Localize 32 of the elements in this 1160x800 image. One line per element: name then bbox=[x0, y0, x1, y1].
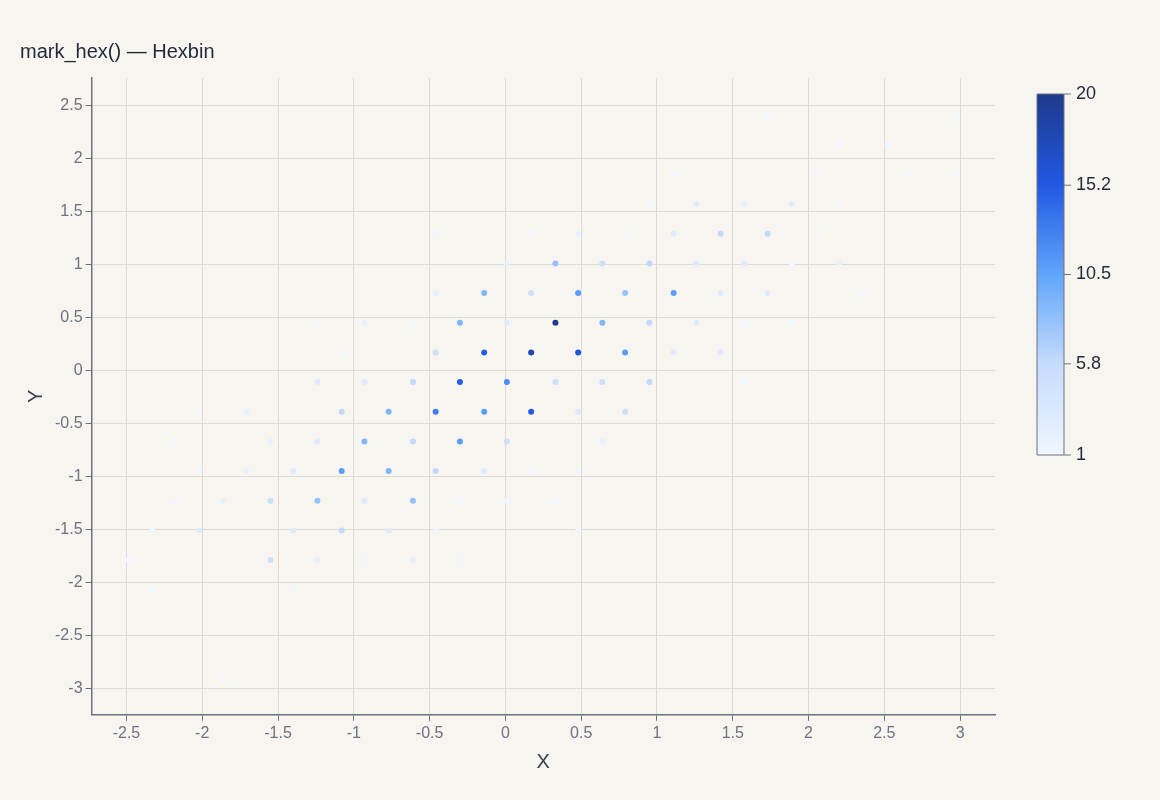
y-tick-label: -2 bbox=[68, 572, 83, 590]
x-tick-label: 1 bbox=[652, 723, 662, 741]
x-tick-label: 2.5 bbox=[873, 723, 896, 741]
y-tick-label: 2.5 bbox=[60, 95, 83, 113]
x-tick-label: 0 bbox=[500, 723, 510, 741]
color-bar-label: 15.2 bbox=[1076, 174, 1112, 195]
color-bar-label: 10.5 bbox=[1076, 263, 1112, 284]
x-tick-label: -2.5 bbox=[112, 723, 141, 741]
y-tick-label: 0.5 bbox=[60, 307, 83, 325]
y-tick-label: 2 bbox=[73, 148, 83, 166]
y-tick-label: -1 bbox=[68, 466, 83, 484]
x-tick-label: 1.5 bbox=[721, 723, 744, 741]
color-bar-label: 1 bbox=[1076, 443, 1087, 464]
x-tick-label: 2 bbox=[804, 723, 814, 741]
y-tick-label: 0 bbox=[73, 360, 83, 378]
y-tick-label: -1.5 bbox=[54, 519, 83, 537]
y-axis-title: Y bbox=[23, 389, 46, 404]
y-tick-label: -0.5 bbox=[54, 413, 83, 431]
y-tick-label: -3 bbox=[68, 678, 83, 696]
color-bar-label: 5.8 bbox=[1076, 352, 1102, 373]
x-tick-label: -1 bbox=[346, 723, 362, 741]
x-tick-label: 0.5 bbox=[570, 723, 593, 741]
x-tick-label: 3 bbox=[955, 723, 965, 741]
y-tick-label: 1 bbox=[73, 254, 83, 272]
x-tick-label: -0.5 bbox=[415, 723, 444, 741]
x-tick-label: -2 bbox=[195, 723, 210, 741]
chart-title: mark_hex() — Hexbin bbox=[20, 39, 215, 63]
x-tick-label: -1.5 bbox=[264, 723, 292, 741]
y-tick-label: 1.5 bbox=[60, 201, 83, 219]
color-bar-label: 20 bbox=[1076, 82, 1097, 103]
y-tick-label: -2.5 bbox=[54, 625, 83, 643]
x-axis-title: X bbox=[536, 749, 550, 772]
